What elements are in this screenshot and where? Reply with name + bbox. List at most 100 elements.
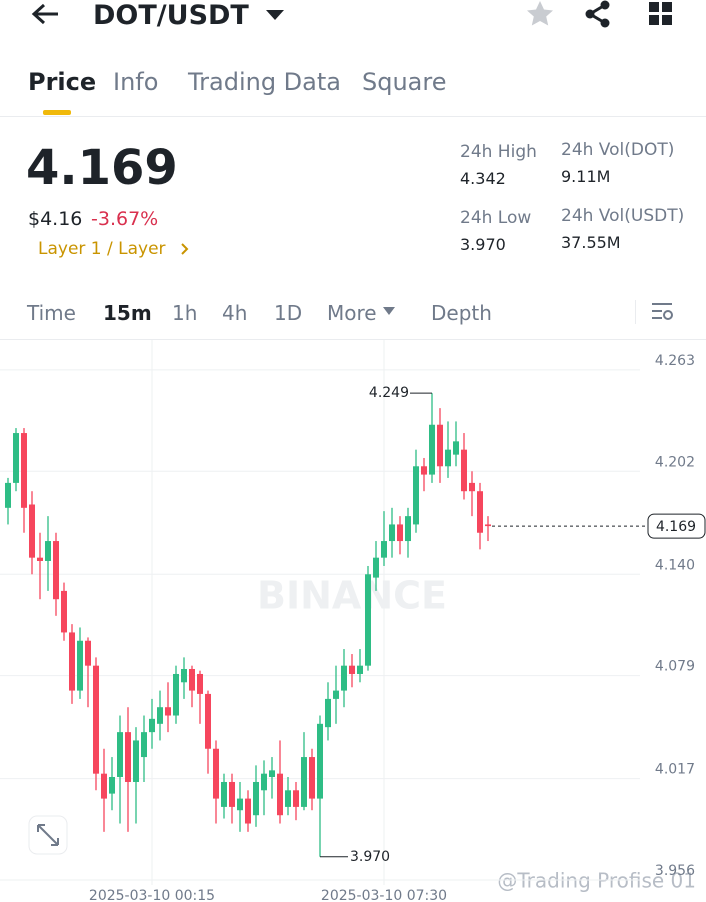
candle-body: [325, 698, 331, 728]
candle-body: [373, 557, 379, 578]
settings-icon[interactable]: [651, 302, 675, 322]
candle-body: [101, 773, 107, 799]
candle-body: [229, 781, 235, 807]
candle-body: [437, 424, 443, 467]
candle-body: [245, 798, 251, 824]
usd-price: $4.16: [28, 208, 83, 230]
candle-body: [453, 441, 459, 455]
candle-body: [317, 723, 323, 799]
candle-body: [477, 491, 483, 533]
tab[interactable]: Price: [28, 68, 97, 96]
stat-label: 24h Vol(DOT): [561, 140, 675, 160]
timeframe[interactable]: 1D: [274, 301, 303, 325]
divider: [635, 300, 636, 324]
timeframe[interactable]: Time: [27, 301, 76, 325]
pair-caret[interactable]: [265, 8, 285, 22]
tab[interactable]: Trading Data: [188, 68, 341, 96]
timeframe[interactable]: 1h: [172, 301, 198, 325]
candle-body: [29, 504, 35, 558]
sector-tag[interactable]: Layer 1 / Layer: [38, 239, 166, 259]
candle-body: [237, 798, 243, 811]
candle-body: [333, 690, 339, 699]
timeframe[interactable]: More: [327, 301, 377, 325]
candle-body: [197, 673, 203, 694]
y-tick-label: 4.263: [655, 353, 695, 369]
candle-body: [293, 790, 299, 807]
candle-body: [397, 524, 403, 542]
candle-body: [133, 740, 139, 782]
more-caret[interactable]: [382, 306, 396, 316]
candle-body: [469, 482, 475, 492]
candle-body: [149, 718, 155, 733]
last-price: 4.169: [26, 140, 178, 196]
candle-body: [341, 665, 347, 691]
stat-label: 24h Low: [460, 208, 532, 228]
candle-body: [357, 665, 363, 674]
header-area: DOT/USDT Price Info Trading Data Square …: [0, 0, 706, 340]
candle-body: [301, 757, 307, 807]
candle-body: [93, 665, 99, 774]
y-tick-label: 4.079: [655, 659, 695, 675]
timeframe[interactable]: 4h: [222, 301, 248, 325]
candle-body: [405, 516, 411, 542]
x-tick-label: 2025-03-10 07:30: [321, 888, 447, 902]
price-change: -3.67%: [91, 208, 159, 230]
candle-body: [381, 541, 387, 558]
tab[interactable]: Square: [362, 68, 447, 96]
candle-body: [173, 673, 179, 716]
candle-body: [421, 466, 427, 475]
stat-label: 24h Vol(USDT): [561, 206, 685, 226]
y-tick-label: 4.140: [655, 557, 695, 573]
tab[interactable]: Info: [113, 68, 159, 96]
menu-icon[interactable]: [649, 2, 673, 26]
favorite-icon[interactable]: [526, 0, 554, 28]
chart: BINANCE @Trading Profise 01 3.9564.0174.…: [0, 340, 706, 902]
candle-body: [117, 732, 123, 777]
y-tick-label: 4.017: [655, 762, 695, 778]
candle-body: [253, 781, 259, 816]
x-tick-label: 2025-03-10 00:15: [89, 888, 215, 902]
candle-body: [461, 449, 467, 492]
pair-title[interactable]: DOT/USDT: [93, 0, 249, 31]
last-price-label: 4.169: [656, 519, 696, 535]
timeframe[interactable]: 15m: [103, 301, 152, 325]
annotation-label: 3.970: [350, 849, 390, 865]
stat-value: 37.55M: [561, 233, 621, 252]
candle-body: [485, 524, 491, 527]
candle-body: [125, 732, 131, 782]
candle-body: [389, 524, 395, 542]
candle-body: [181, 668, 187, 683]
timeframe[interactable]: Depth: [431, 301, 492, 325]
y-tick-label: 4.202: [655, 454, 695, 470]
candle-body: [205, 693, 211, 749]
candle-body: [309, 757, 315, 799]
candle-body: [261, 773, 267, 791]
tag-chevron[interactable]: [179, 242, 191, 256]
candle-body: [189, 668, 195, 691]
candle-body: [269, 770, 275, 777]
stat-value: 4.342: [460, 169, 506, 188]
candle-body: [45, 541, 51, 561]
back-button[interactable]: [30, 2, 62, 26]
candle-body: [445, 449, 451, 467]
stat-label: 24h High: [460, 142, 537, 162]
tab-indicator: [43, 110, 71, 115]
candle-body: [365, 574, 371, 666]
watermark: BINANCE: [257, 574, 447, 618]
candle-body: [37, 557, 43, 561]
stat-value: 3.970: [460, 235, 506, 254]
share-icon[interactable]: [583, 0, 613, 28]
candle-body: [413, 466, 419, 525]
candle-body: [53, 541, 59, 600]
candle-body: [221, 781, 227, 807]
candle-body: [213, 748, 219, 799]
candle-body: [13, 433, 19, 483]
candle-body: [5, 482, 11, 508]
candle-body: [85, 640, 91, 666]
expand-button[interactable]: [28, 815, 68, 855]
candle-body: [61, 590, 67, 633]
candle-body: [157, 707, 163, 724]
candle-body: [429, 424, 435, 475]
candle-body: [69, 632, 75, 691]
